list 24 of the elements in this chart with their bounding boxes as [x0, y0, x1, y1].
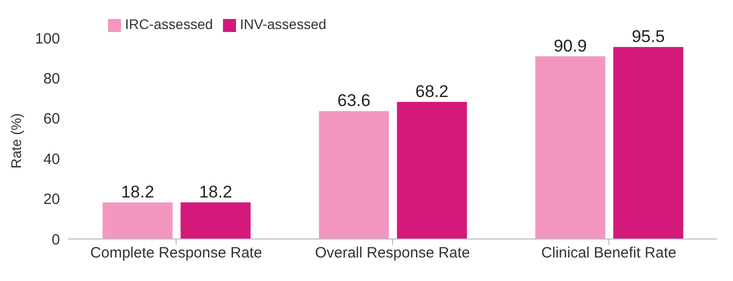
x-tick-label: Complete Response Rate [90, 244, 262, 262]
x-tick-label: Overall Response Rate [314, 244, 470, 262]
bar [535, 56, 606, 239]
y-tick-label: 40 [43, 150, 60, 168]
y-tick-label: 0 [52, 231, 60, 248]
data-label: 18.2 [199, 182, 232, 202]
data-label: 68.2 [415, 82, 448, 101]
legend-label: IRC-assessed [125, 16, 213, 32]
data-label: 63.6 [337, 91, 370, 110]
legend-label: INV-assessed [240, 16, 326, 32]
x-tick-label: Clinical Benefit Rate [541, 244, 676, 262]
bar [102, 202, 173, 239]
y-tick-label: 100 [34, 30, 60, 48]
data-label: 95.5 [632, 27, 665, 46]
y-axis-title: Rate (%) [8, 113, 24, 168]
bar [318, 111, 389, 239]
bar [396, 102, 467, 239]
data-label: 90.9 [554, 36, 587, 56]
data-label: 18.2 [121, 182, 154, 202]
y-tick-label: 20 [43, 191, 60, 208]
bar [180, 202, 251, 239]
bar [613, 47, 684, 239]
y-tick-label: 80 [43, 70, 60, 88]
y-tick-label: 60 [43, 110, 60, 128]
